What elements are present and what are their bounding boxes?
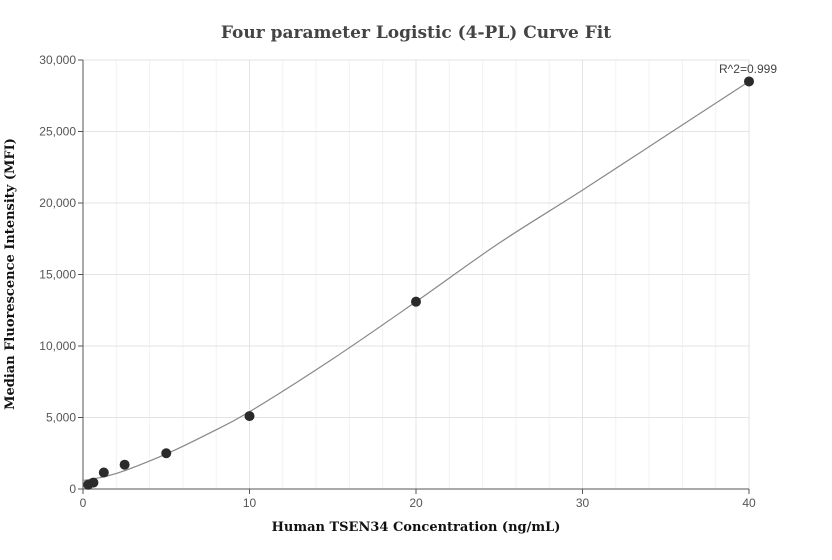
y-tick-label: 10,000	[39, 339, 76, 353]
data-point	[161, 448, 172, 459]
x-axis-label: Human TSEN34 Concentration (ng/mL)	[272, 520, 561, 535]
y-tick-label: 25,000	[39, 125, 76, 139]
x-tick-label: 20	[409, 496, 423, 510]
x-tick-label: 30	[576, 496, 590, 510]
data-point	[744, 76, 754, 87]
x-tick-label: 10	[243, 496, 257, 510]
y-tick-label: 20,000	[39, 196, 76, 210]
fit-curve	[82, 80, 750, 482]
y-tick-label: 30,000	[39, 53, 76, 67]
chart-title: Four parameter Logistic (4-PL) Curve Fit	[221, 23, 611, 43]
x-tick-label: 40	[742, 496, 756, 510]
data-point	[119, 459, 130, 470]
data-point	[98, 467, 109, 478]
grid	[83, 59, 750, 489]
data-point	[88, 477, 99, 488]
y-axis-ticks: 0 5,000 10,000 15,000 20,000 25,000 30,000	[39, 53, 83, 496]
data-points	[83, 76, 754, 490]
data-point	[411, 296, 421, 307]
r-squared-annotation: R^2=0.999	[719, 62, 777, 76]
x-tick-label: 0	[80, 496, 87, 510]
x-axis-ticks: 0 10 20 30 40	[80, 489, 756, 510]
y-axis-label: Median Fluorescence Intensity (MFI)	[3, 138, 18, 410]
y-tick-label: 5,000	[46, 411, 76, 425]
y-tick-label: 0	[69, 482, 76, 496]
y-tick-label: 15,000	[39, 268, 76, 282]
data-point	[244, 411, 255, 422]
